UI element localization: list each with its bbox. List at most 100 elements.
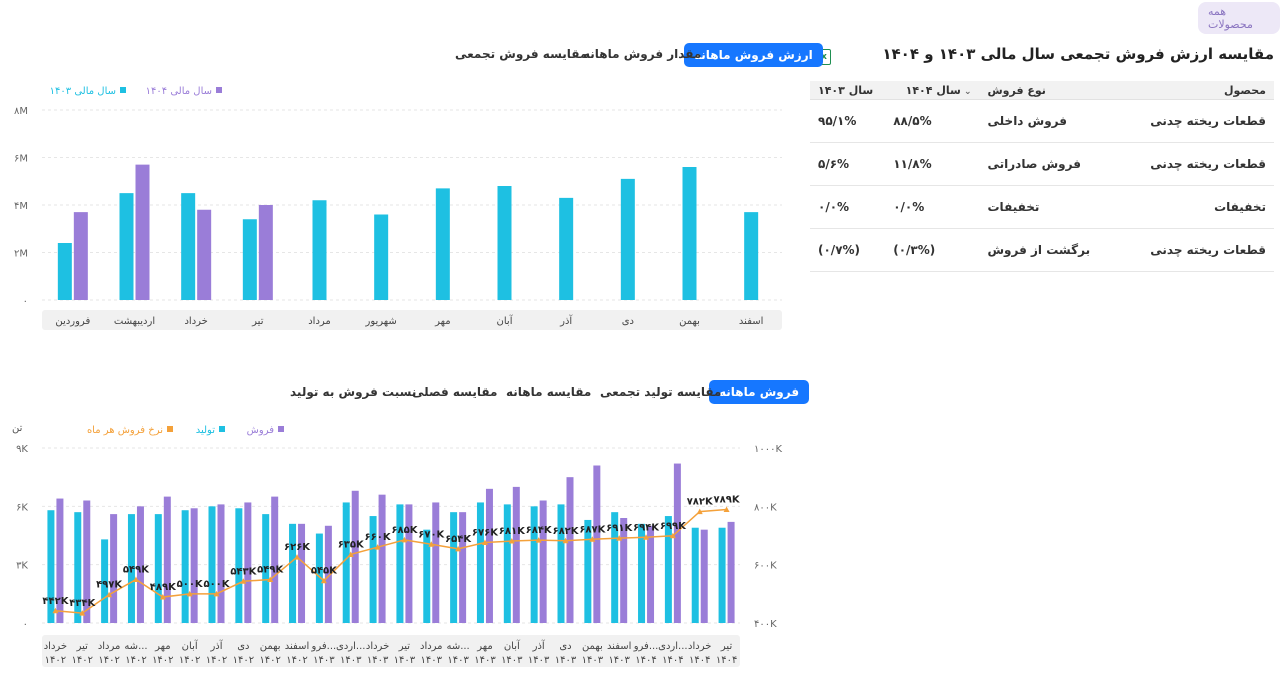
- rate-point[interactable]: [455, 545, 462, 552]
- bar-1404[interactable]: [73, 212, 88, 300]
- tab-sales-to-production[interactable]: نسبت فروش به تولید: [290, 385, 417, 399]
- rate-point[interactable]: [52, 607, 59, 614]
- all-products-filter[interactable]: همه محصولات: [1198, 2, 1280, 34]
- rate-point[interactable]: [294, 554, 301, 560]
- bar-1403[interactable]: [57, 243, 72, 300]
- bar-1403[interactable]: [435, 188, 450, 300]
- bar-production[interactable]: [235, 508, 243, 623]
- bar-sales[interactable]: [727, 521, 735, 623]
- bar-production[interactable]: [691, 527, 699, 623]
- bar-production[interactable]: [127, 514, 135, 623]
- bar-1403[interactable]: [559, 197, 574, 300]
- bar-production[interactable]: [423, 529, 431, 623]
- bar-1403[interactable]: [119, 193, 134, 300]
- bar-production[interactable]: [262, 514, 270, 623]
- bar-1403[interactable]: [682, 167, 697, 300]
- bar-1403[interactable]: [497, 186, 512, 300]
- bar-sales[interactable]: [190, 508, 198, 623]
- tab-monthly-sales[interactable]: فروش ماهانه: [709, 380, 810, 404]
- bar-production[interactable]: [530, 506, 538, 623]
- rate-point[interactable]: [696, 508, 703, 515]
- rate-point[interactable]: [132, 576, 139, 583]
- bar-production[interactable]: [718, 527, 726, 623]
- tab-monthly-sales-amount[interactable]: مقدار فروش ماهانه: [583, 47, 702, 61]
- bar-1403[interactable]: [242, 219, 257, 300]
- bar-production[interactable]: [611, 512, 619, 623]
- bar-sales[interactable]: [244, 502, 252, 623]
- bar-sales[interactable]: [539, 500, 547, 624]
- rate-point[interactable]: [267, 576, 274, 583]
- bar-sales[interactable]: [298, 523, 306, 623]
- rate-point[interactable]: [213, 590, 220, 597]
- rate-point[interactable]: [481, 539, 488, 546]
- bar-1403[interactable]: [744, 212, 759, 300]
- bar-sales[interactable]: [700, 529, 708, 623]
- bar-sales[interactable]: [163, 496, 171, 623]
- bar-production[interactable]: [638, 523, 646, 623]
- bar-sales[interactable]: [647, 525, 655, 623]
- rate-point[interactable]: [562, 537, 569, 544]
- bar-sales[interactable]: [405, 504, 413, 623]
- tab-cumulative-sales-compare[interactable]: مقایسه فروش تجمعی: [455, 47, 588, 61]
- tab-monthly-sales-value[interactable]: ارزش فروش ماهانه: [684, 43, 823, 67]
- bar-sales[interactable]: [110, 514, 118, 623]
- bar-sales[interactable]: [378, 494, 386, 623]
- bar-1403[interactable]: [374, 214, 389, 301]
- bar-sales[interactable]: [217, 504, 225, 623]
- rate-point[interactable]: [616, 535, 623, 541]
- rate-point[interactable]: [535, 537, 542, 543]
- rate-point[interactable]: [428, 541, 435, 547]
- bar-production[interactable]: [154, 514, 162, 623]
- bar-production[interactable]: [101, 539, 109, 623]
- bar-sales[interactable]: [512, 486, 520, 623]
- bar-sales[interactable]: [136, 506, 144, 623]
- bar-1404[interactable]: [197, 209, 212, 300]
- bar-sales[interactable]: [620, 518, 628, 623]
- rate-point[interactable]: [240, 578, 247, 584]
- rate-point[interactable]: [401, 536, 408, 543]
- bar-sales[interactable]: [593, 465, 601, 624]
- rate-point[interactable]: [374, 544, 381, 550]
- bar-production[interactable]: [369, 516, 377, 623]
- rate-point[interactable]: [589, 536, 596, 542]
- tab-monthly-compare[interactable]: مقایسه ماهانه: [506, 385, 592, 399]
- bar-production[interactable]: [289, 523, 297, 623]
- bar-sales[interactable]: [432, 502, 440, 623]
- bar-1404[interactable]: [258, 205, 273, 300]
- bar-production[interactable]: [47, 510, 55, 623]
- bar-production[interactable]: [315, 533, 323, 623]
- bar-sales[interactable]: [271, 496, 279, 623]
- bar-production[interactable]: [557, 504, 565, 623]
- bar-sales[interactable]: [324, 525, 332, 623]
- rate-point[interactable]: [106, 591, 113, 598]
- bar-production[interactable]: [396, 504, 404, 623]
- bar-production[interactable]: [74, 512, 82, 623]
- rate-point[interactable]: [186, 590, 193, 597]
- bar-1403[interactable]: [312, 200, 327, 300]
- rate-point[interactable]: [79, 610, 86, 616]
- bar-production[interactable]: [450, 512, 458, 623]
- rate-point[interactable]: [643, 534, 650, 540]
- bar-sales[interactable]: [351, 490, 359, 623]
- bar-sales[interactable]: [83, 500, 91, 624]
- bar-sales[interactable]: [56, 498, 64, 623]
- bar-sales[interactable]: [485, 488, 493, 623]
- tab-cumulative-production[interactable]: مقایسه تولید تجمعی: [600, 385, 722, 399]
- bar-sales[interactable]: [566, 477, 574, 623]
- bar-sales[interactable]: [459, 512, 467, 623]
- rate-point[interactable]: [159, 594, 166, 600]
- bar-1403[interactable]: [620, 178, 635, 300]
- col-1404[interactable]: ⌄ سال ۱۴۰۴: [885, 81, 980, 100]
- rate-point[interactable]: [669, 532, 676, 539]
- bar-production[interactable]: [664, 516, 672, 623]
- bar-sales[interactable]: [673, 463, 681, 623]
- bar-production[interactable]: [476, 502, 484, 623]
- rate-point[interactable]: [508, 538, 515, 544]
- bar-production[interactable]: [181, 510, 189, 623]
- bar-production[interactable]: [584, 519, 592, 623]
- bar-1404[interactable]: [135, 164, 150, 300]
- rate-point[interactable]: [320, 577, 327, 584]
- rate-point[interactable]: [723, 506, 730, 513]
- bar-production[interactable]: [503, 504, 511, 623]
- bar-production[interactable]: [342, 502, 350, 623]
